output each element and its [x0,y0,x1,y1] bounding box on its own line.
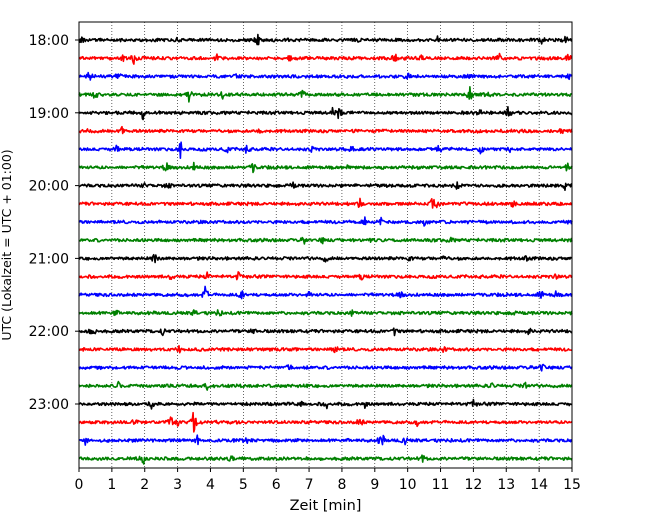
trace-line [78,363,573,372]
y-tick-label: 18:00 [29,33,69,49]
x-tick-label: 8 [337,477,346,493]
x-tick-label: 14 [530,477,548,493]
y-tick-label: 23:00 [29,397,69,413]
trace-line [78,141,573,159]
plot-frame [78,21,573,469]
trace-line [78,285,573,300]
trace-line [78,33,573,46]
x-tick-label: 1 [107,477,116,493]
trace-line [78,253,573,264]
y-axis-label: UTC (Lokalzeit = UTC + 01:00) [0,149,14,340]
x-tick-label: 9 [370,477,379,493]
trace-line [78,398,573,410]
trace-line [78,181,573,191]
x-tick-label: 7 [305,477,314,493]
trace-line [78,125,573,135]
trace-line [78,454,573,465]
x-gridlines [111,22,540,468]
x-tick-label: 13 [497,477,515,493]
trace-line [78,434,573,446]
trace-line [78,271,573,281]
x-tick-label: 6 [272,477,281,493]
trace-line [78,327,573,337]
x-tick-label: 5 [239,477,248,493]
x-tick-label: 10 [399,477,417,493]
x-axis-label: Zeit [min] [290,498,362,514]
trace-line [78,236,573,245]
x-axis-ticks: 0 1 2 3 4 5 6 7 8 9 10 11 12 13 14 15 [75,468,581,493]
plot-background [79,22,572,468]
y-axis-ticks: 18:00 19:00 20:00 21:00 22:00 23:00 [29,33,79,413]
x-tick-label: 15 [563,477,581,493]
y-tick-label: 21:00 [29,251,69,267]
x-tick-label: 0 [75,477,84,493]
trace-line [78,161,573,174]
trace-line [78,345,573,354]
trace-line [78,411,573,433]
trace-line [78,71,573,81]
x-tick-label: 2 [140,477,149,493]
x-tick-label: 11 [432,477,450,493]
x-tick-label: 3 [173,477,182,493]
trace-line [78,380,573,391]
x-tick-label: 12 [464,477,482,493]
trace-line [78,52,573,65]
y-tick-label: 20:00 [29,179,69,195]
trace-line [78,309,573,317]
trace-line [78,197,573,209]
seismic-traces [78,33,573,465]
y-tick-label: 22:00 [29,324,69,340]
trace-line [78,86,573,103]
trace-line [78,106,573,121]
x-tick-label: 4 [206,477,215,493]
trace-line [78,216,573,227]
y-tick-label: 19:00 [29,106,69,122]
